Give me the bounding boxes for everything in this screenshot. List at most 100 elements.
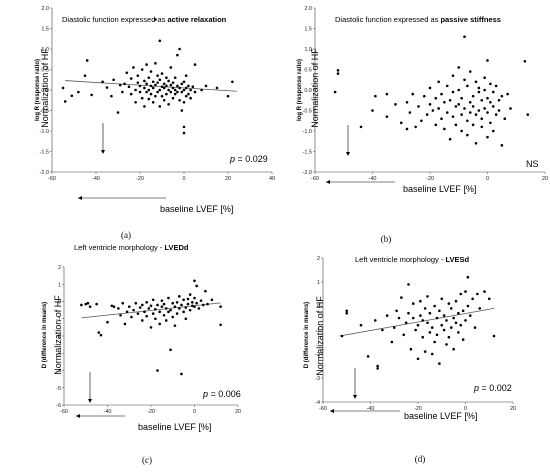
data-point — [425, 113, 429, 116]
chart-panel-d: -4 -3 -2 -1 0 1 2 -60 -40 -20 0 20 Left ventricle mo… — [304, 255, 516, 464]
data-point — [204, 289, 207, 293]
data-point — [164, 307, 168, 310]
data-point — [459, 323, 463, 327]
data-point — [149, 326, 153, 329]
data-point — [404, 321, 408, 325]
data-point — [405, 127, 409, 131]
down-arrow-head — [88, 399, 92, 403]
x-tick-label: 0 — [182, 176, 185, 182]
data-point — [169, 83, 173, 87]
data-point — [165, 84, 168, 88]
stat-annotation: p = 0.002 — [473, 383, 512, 393]
data-point — [442, 314, 446, 317]
data-point — [143, 86, 146, 90]
data-point — [443, 127, 446, 131]
data-point — [193, 90, 197, 94]
y-tick-label: -5 — [56, 386, 61, 392]
x-axis-label: baseline LVEF [%] — [160, 204, 233, 214]
y-axis-label: log R (response ratio) — [297, 59, 303, 121]
data-point — [411, 316, 415, 320]
y-tick-label: 1 — [58, 282, 61, 288]
data-point — [466, 84, 469, 88]
data-point — [434, 96, 438, 100]
data-point — [197, 307, 201, 310]
data-point — [147, 307, 151, 310]
data-point — [127, 305, 131, 308]
left-arrow-head — [330, 409, 334, 413]
data-point — [178, 47, 181, 51]
data-point — [134, 101, 137, 104]
down-arrow-head — [346, 152, 350, 156]
y-tick-label: -0.5 — [40, 109, 49, 115]
x-tick-label: -20 — [147, 409, 155, 415]
data-point — [411, 92, 415, 96]
data-point — [423, 307, 427, 310]
regression-line — [339, 308, 495, 337]
data-point — [129, 77, 133, 80]
data-point — [397, 316, 401, 320]
data-point — [129, 92, 133, 96]
data-point — [460, 113, 463, 116]
data-point — [437, 107, 440, 110]
y-tick-label: -1.0 — [303, 129, 312, 135]
data-point — [489, 101, 492, 104]
data-point — [191, 85, 195, 89]
data-point — [173, 92, 177, 96]
regression-line — [81, 302, 221, 319]
x-tick-label: 0 — [193, 409, 196, 415]
left-arrow-head — [76, 414, 80, 418]
data-point — [77, 90, 80, 94]
stat-p: p — [202, 389, 208, 399]
data-point — [426, 295, 429, 298]
data-point — [486, 111, 489, 114]
down-arrow-head — [101, 150, 105, 154]
data-point — [440, 323, 444, 327]
data-point — [385, 314, 389, 317]
data-point — [70, 94, 74, 98]
data-point — [127, 85, 131, 89]
data-point — [132, 308, 135, 312]
data-point — [466, 304, 470, 308]
data-point — [193, 305, 196, 308]
data-point — [138, 306, 142, 309]
data-point — [145, 63, 148, 66]
y-tick-label: -2.0 — [303, 170, 312, 176]
data-point — [121, 301, 125, 305]
data-point — [440, 92, 443, 96]
data-point — [442, 328, 446, 332]
x-tick-label: -60 — [60, 409, 68, 415]
data-point — [191, 304, 194, 308]
panel-label: (c) — [142, 455, 152, 465]
y-tick-label: 1.5 — [304, 27, 312, 33]
data-point — [381, 328, 384, 332]
y-tick-label: 0 — [58, 300, 61, 306]
data-point — [175, 312, 179, 315]
data-point — [451, 74, 455, 77]
data-point — [523, 60, 527, 63]
data-point — [392, 326, 396, 329]
data-point — [151, 86, 155, 90]
data-point — [409, 347, 413, 351]
data-point — [180, 90, 184, 94]
data-point — [136, 81, 140, 84]
chart-title: Diastolic function expressed as active r… — [62, 15, 227, 24]
data-point — [171, 315, 175, 319]
y-tick-label: -6 — [56, 403, 61, 409]
data-point — [466, 133, 469, 137]
data-point — [86, 301, 90, 305]
chart-panel-c: -6 -5 -4 -3 -2 -1 0 1 2 -60 -40 -20 0 20 Left ventricl… — [42, 243, 241, 465]
y-tick-label: -1.0 — [40, 129, 49, 135]
data-point — [430, 326, 434, 329]
data-point — [385, 115, 389, 118]
data-point — [373, 319, 377, 322]
x-tick-label: -40 — [104, 409, 112, 415]
data-point — [180, 82, 184, 86]
data-point — [154, 307, 157, 311]
chart-title-bold: LVEDd — [164, 243, 188, 252]
y-tick-label: 2.0 — [41, 6, 49, 12]
data-point — [408, 111, 412, 114]
chart-title-bold: LVESd — [445, 255, 469, 264]
data-point — [95, 302, 98, 306]
data-point — [158, 322, 161, 326]
normalization-label: Normalization of HF — [315, 296, 325, 376]
